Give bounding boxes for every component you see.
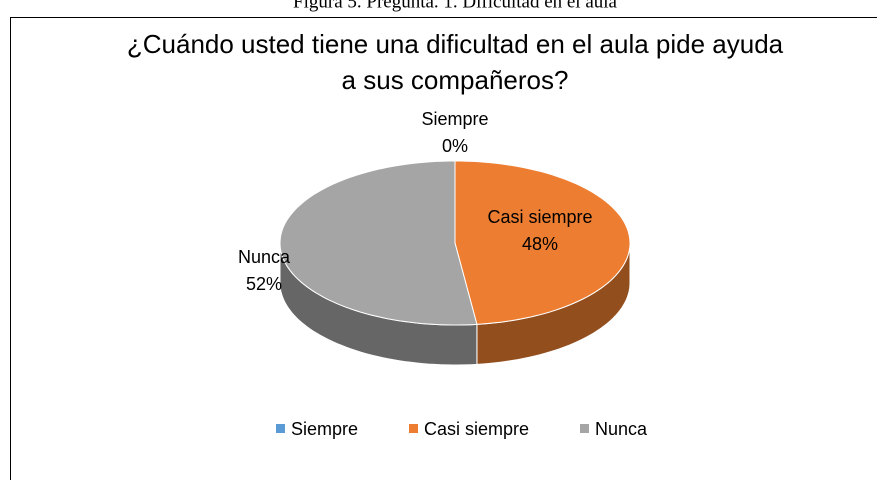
data-label-value: 48% <box>522 234 558 254</box>
legend-marker <box>409 424 418 433</box>
slice <box>279 160 478 326</box>
chart-title: ¿Cuándo usted tiene una dificultad en el… <box>126 29 784 95</box>
data-label-value: 0% <box>442 136 468 156</box>
data-label-name: Nunca <box>238 247 291 267</box>
data-label-name: Casi siempre <box>487 207 592 227</box>
legend-label: Siempre <box>291 419 358 439</box>
legend-label: Nunca <box>595 419 648 439</box>
data-label-name: Siempre <box>421 109 488 129</box>
legend-label: Casi siempre <box>424 419 529 439</box>
data-label-value: 52% <box>246 274 282 294</box>
legend-marker <box>580 424 589 433</box>
slice <box>454 160 631 325</box>
figure-caption: Figura 5. Pregunta. 1. Dificultad en el … <box>293 0 618 12</box>
legend-marker <box>276 424 285 433</box>
